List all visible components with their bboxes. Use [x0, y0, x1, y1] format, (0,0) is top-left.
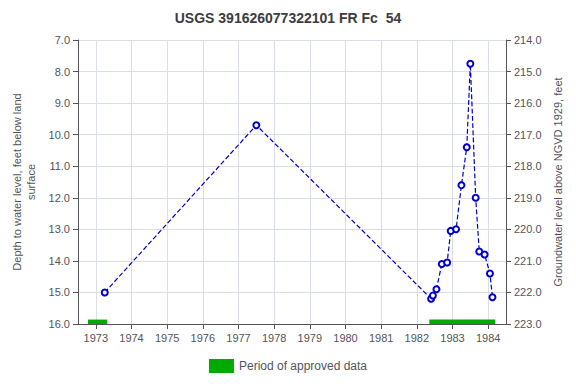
svg-text:221.0: 221.0	[514, 255, 542, 267]
svg-text:7.0: 7.0	[55, 34, 70, 46]
svg-text:10.0: 10.0	[49, 129, 70, 141]
svg-text:223.0: 223.0	[514, 318, 542, 330]
svg-text:1974: 1974	[119, 332, 143, 344]
svg-text:1973: 1973	[84, 332, 108, 344]
svg-text:215.0: 215.0	[514, 66, 542, 78]
svg-text:1976: 1976	[191, 332, 215, 344]
svg-text:15.0: 15.0	[49, 286, 70, 298]
svg-text:1983: 1983	[440, 332, 464, 344]
svg-text:9.0: 9.0	[55, 97, 70, 109]
svg-text:214.0: 214.0	[514, 34, 542, 46]
svg-text:220.0: 220.0	[514, 223, 542, 235]
svg-text:Groundwater level above NGVD 1: Groundwater level above NGVD 1929, feet	[552, 77, 564, 286]
svg-text:1978: 1978	[262, 332, 286, 344]
svg-text:219.0: 219.0	[514, 192, 542, 204]
svg-text:13.0: 13.0	[49, 223, 70, 235]
svg-text:14.0: 14.0	[49, 255, 70, 267]
svg-text:USGS 391626077322101 FR Fc 54: USGS 391626077322101 FR Fc 54	[175, 10, 402, 26]
svg-text:Period of approved data: Period of approved data	[239, 359, 367, 373]
svg-text:1977: 1977	[226, 332, 250, 344]
svg-text:16.0: 16.0	[49, 318, 70, 330]
svg-text:1975: 1975	[155, 332, 179, 344]
svg-text:218.0: 218.0	[514, 160, 542, 172]
svg-text:1981: 1981	[369, 332, 393, 344]
svg-text:1982: 1982	[405, 332, 429, 344]
svg-text:surface: surface	[25, 164, 37, 200]
svg-text:1980: 1980	[333, 332, 357, 344]
svg-text:8.0: 8.0	[55, 66, 70, 78]
svg-text:Depth to water level, feet bel: Depth to water level, feet below land	[11, 93, 23, 270]
svg-text:1979: 1979	[298, 332, 322, 344]
svg-text:1984: 1984	[476, 332, 500, 344]
svg-text:216.0: 216.0	[514, 97, 542, 109]
svg-text:11.0: 11.0	[49, 160, 70, 172]
svg-text:217.0: 217.0	[514, 129, 542, 141]
svg-text:12.0: 12.0	[49, 192, 70, 204]
svg-text:222.0: 222.0	[514, 286, 542, 298]
